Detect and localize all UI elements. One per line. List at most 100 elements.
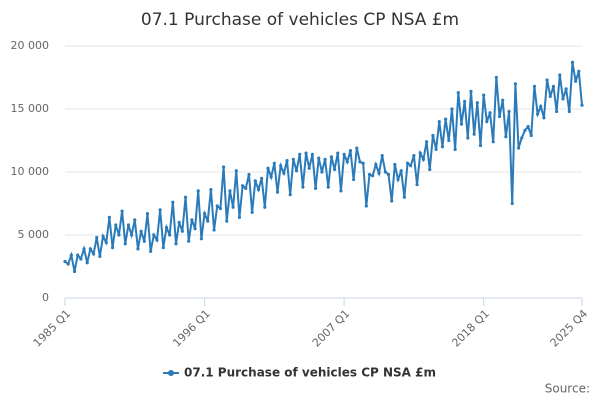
point bbox=[501, 98, 505, 102]
point bbox=[526, 125, 530, 129]
point bbox=[117, 233, 121, 237]
point bbox=[149, 249, 153, 253]
point bbox=[72, 269, 77, 274]
point bbox=[209, 188, 213, 192]
source: Source: bbox=[545, 382, 590, 396]
point bbox=[450, 107, 454, 111]
point bbox=[491, 140, 495, 144]
point bbox=[418, 151, 422, 155]
y-tick-label: 0 bbox=[42, 291, 49, 304]
point bbox=[323, 157, 327, 161]
point bbox=[98, 254, 102, 259]
point bbox=[374, 162, 378, 167]
point bbox=[475, 101, 479, 105]
point bbox=[542, 116, 546, 120]
point bbox=[456, 91, 460, 95]
point bbox=[447, 138, 451, 143]
point bbox=[545, 78, 549, 82]
point bbox=[428, 167, 432, 172]
chart-title: 07.1 Purchase of vehicles CP NSA £m bbox=[141, 10, 459, 30]
point bbox=[570, 60, 575, 64]
point bbox=[463, 99, 467, 104]
point bbox=[158, 208, 162, 212]
point bbox=[577, 69, 581, 73]
point bbox=[485, 120, 489, 124]
point bbox=[336, 151, 340, 155]
point bbox=[63, 259, 67, 264]
point bbox=[168, 233, 172, 237]
point bbox=[437, 120, 441, 124]
point bbox=[434, 147, 438, 151]
point bbox=[415, 183, 419, 187]
point bbox=[215, 204, 219, 208]
point bbox=[234, 169, 238, 173]
point bbox=[231, 205, 235, 209]
point bbox=[393, 162, 397, 167]
point bbox=[142, 239, 146, 243]
point bbox=[76, 253, 80, 257]
point bbox=[421, 157, 426, 161]
point bbox=[285, 159, 289, 163]
point bbox=[377, 171, 381, 175]
point bbox=[69, 253, 73, 257]
x-tick-label: 1996 Q1 bbox=[170, 307, 213, 350]
y-tick-label: 20 000 bbox=[11, 39, 50, 52]
point bbox=[532, 84, 537, 88]
point bbox=[187, 239, 191, 243]
point bbox=[345, 160, 349, 164]
point bbox=[482, 93, 486, 97]
point bbox=[339, 189, 343, 193]
y-tick-label: 5 000 bbox=[18, 228, 50, 241]
point bbox=[516, 146, 521, 150]
point bbox=[247, 172, 251, 177]
point bbox=[282, 171, 286, 175]
point bbox=[88, 247, 92, 251]
point bbox=[472, 132, 476, 136]
point bbox=[152, 233, 156, 237]
point bbox=[180, 229, 184, 233]
point bbox=[342, 152, 346, 156]
point bbox=[561, 97, 565, 101]
point bbox=[136, 247, 140, 251]
point bbox=[161, 246, 165, 250]
point bbox=[535, 112, 540, 116]
point bbox=[329, 155, 334, 159]
x-tick-label: 2025 Q4 bbox=[548, 307, 591, 350]
legend-label: 07.1 Purchase of vehicles CP NSA £m bbox=[184, 366, 436, 380]
point bbox=[298, 152, 302, 156]
point bbox=[555, 109, 559, 114]
point bbox=[313, 186, 318, 190]
point bbox=[390, 199, 394, 203]
point bbox=[225, 219, 229, 223]
point bbox=[244, 186, 248, 190]
point bbox=[507, 109, 511, 114]
point bbox=[402, 195, 406, 199]
point bbox=[504, 135, 508, 139]
point bbox=[424, 140, 429, 144]
point bbox=[558, 73, 562, 77]
point bbox=[126, 223, 131, 227]
point bbox=[202, 211, 207, 216]
point bbox=[364, 204, 368, 208]
point bbox=[85, 261, 89, 265]
point bbox=[367, 172, 372, 177]
point bbox=[66, 262, 70, 266]
point bbox=[307, 166, 311, 170]
point bbox=[139, 229, 143, 233]
point bbox=[256, 188, 261, 192]
point bbox=[386, 172, 391, 177]
point bbox=[171, 200, 175, 204]
point bbox=[459, 122, 464, 126]
point bbox=[317, 156, 321, 160]
point bbox=[358, 160, 362, 164]
point bbox=[123, 242, 127, 246]
x-tick-label: 1985 Q1 bbox=[31, 307, 74, 350]
point bbox=[275, 190, 280, 194]
point bbox=[212, 228, 216, 232]
point bbox=[399, 169, 403, 173]
point bbox=[253, 179, 257, 183]
point bbox=[409, 164, 413, 168]
point bbox=[237, 215, 242, 219]
point bbox=[478, 143, 483, 148]
